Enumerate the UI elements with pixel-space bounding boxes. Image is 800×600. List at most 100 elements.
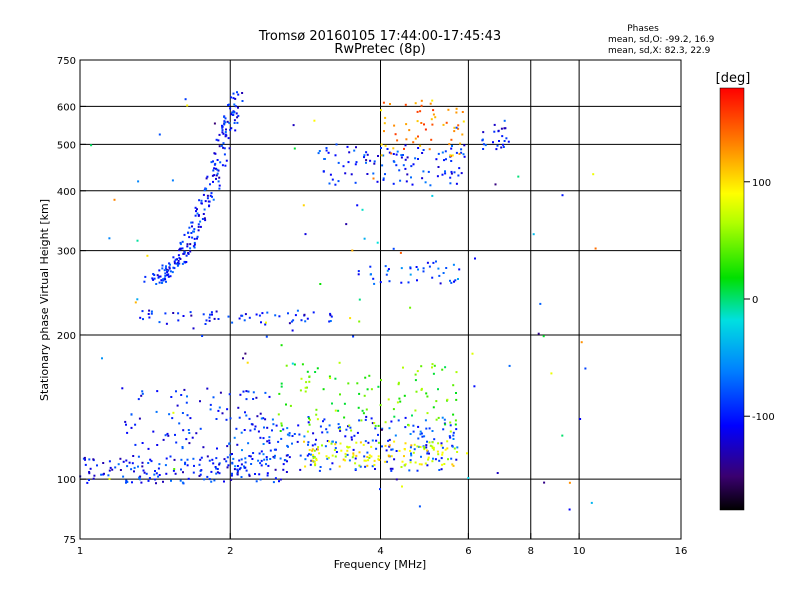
data-point bbox=[189, 250, 192, 253]
data-points bbox=[79, 91, 597, 511]
data-point bbox=[172, 256, 175, 259]
data-point bbox=[458, 167, 461, 170]
data-point bbox=[179, 479, 182, 482]
data-point bbox=[417, 135, 419, 138]
data-point bbox=[401, 460, 404, 463]
data-point bbox=[239, 393, 242, 396]
data-point bbox=[398, 169, 401, 172]
data-point bbox=[437, 166, 440, 168]
data-point bbox=[370, 417, 373, 420]
data-point bbox=[177, 263, 180, 266]
data-point bbox=[361, 208, 364, 211]
data-point bbox=[453, 171, 456, 174]
data-point bbox=[441, 451, 444, 454]
data-point bbox=[309, 418, 311, 421]
data-point bbox=[373, 162, 376, 165]
data-point bbox=[451, 145, 453, 147]
data-point bbox=[260, 459, 263, 462]
grid bbox=[80, 60, 681, 539]
data-point bbox=[493, 123, 496, 126]
data-point bbox=[256, 415, 259, 418]
data-point bbox=[431, 447, 434, 449]
data-point bbox=[96, 464, 98, 467]
data-point bbox=[414, 137, 417, 140]
data-point bbox=[138, 477, 141, 479]
data-point bbox=[441, 416, 444, 419]
data-point bbox=[404, 426, 407, 429]
data-point bbox=[361, 409, 364, 412]
data-point bbox=[409, 273, 412, 276]
data-point bbox=[84, 463, 87, 466]
data-point bbox=[107, 474, 110, 477]
data-point bbox=[171, 271, 174, 274]
data-point bbox=[235, 427, 238, 430]
data-point bbox=[292, 319, 295, 322]
data-point bbox=[366, 451, 369, 454]
data-point bbox=[592, 173, 595, 176]
data-point bbox=[210, 192, 213, 195]
data-point bbox=[417, 147, 420, 149]
data-point bbox=[164, 267, 167, 270]
data-point bbox=[137, 180, 140, 183]
data-point bbox=[170, 396, 173, 398]
data-point bbox=[426, 440, 428, 443]
data-point bbox=[140, 481, 143, 484]
data-point bbox=[308, 375, 311, 378]
data-point bbox=[376, 180, 379, 183]
data-point bbox=[342, 458, 345, 461]
data-point bbox=[272, 481, 275, 484]
data-point bbox=[296, 309, 299, 312]
data-point bbox=[414, 461, 417, 464]
data-point bbox=[359, 441, 362, 444]
data-point bbox=[88, 458, 91, 461]
data-point bbox=[223, 123, 226, 126]
data-point bbox=[210, 480, 213, 483]
data-point bbox=[234, 129, 237, 132]
data-point bbox=[507, 140, 510, 143]
data-point bbox=[358, 464, 361, 467]
data-point bbox=[369, 273, 372, 276]
data-point bbox=[203, 208, 206, 211]
data-point bbox=[268, 442, 271, 444]
data-point bbox=[219, 391, 222, 394]
data-point bbox=[335, 441, 337, 444]
data-point bbox=[385, 449, 388, 452]
data-point bbox=[211, 195, 213, 198]
data-point bbox=[291, 329, 294, 332]
data-point bbox=[326, 440, 329, 442]
data-point bbox=[473, 385, 476, 388]
data-point bbox=[133, 466, 136, 469]
data-point bbox=[236, 116, 239, 119]
data-point bbox=[417, 425, 420, 428]
data-point bbox=[130, 413, 133, 416]
data-point bbox=[325, 428, 328, 431]
data-point bbox=[402, 366, 404, 369]
data-point bbox=[173, 468, 176, 470]
data-point bbox=[403, 394, 406, 397]
x-tick-label: 6 bbox=[465, 546, 471, 557]
data-point bbox=[395, 478, 398, 481]
data-point bbox=[169, 270, 172, 273]
data-point bbox=[463, 144, 466, 147]
data-point bbox=[462, 120, 465, 123]
data-point bbox=[322, 170, 325, 173]
data-point bbox=[590, 501, 593, 504]
data-point bbox=[382, 154, 385, 157]
data-point bbox=[255, 480, 258, 483]
data-point bbox=[370, 455, 373, 458]
data-point bbox=[266, 426, 269, 429]
data-point bbox=[113, 198, 116, 201]
data-point bbox=[482, 143, 485, 146]
data-point bbox=[453, 447, 456, 450]
data-point bbox=[405, 138, 408, 141]
data-point bbox=[255, 313, 258, 316]
data-point bbox=[215, 174, 218, 177]
data-point bbox=[167, 273, 170, 276]
data-point bbox=[449, 436, 452, 439]
data-point bbox=[224, 164, 227, 167]
data-point bbox=[450, 160, 453, 162]
data-point bbox=[431, 460, 434, 463]
data-point bbox=[176, 264, 179, 267]
data-point bbox=[137, 455, 140, 458]
data-point bbox=[268, 395, 271, 398]
